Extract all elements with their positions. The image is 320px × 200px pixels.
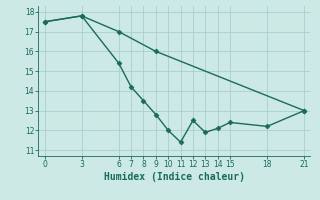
X-axis label: Humidex (Indice chaleur): Humidex (Indice chaleur) xyxy=(104,172,245,182)
